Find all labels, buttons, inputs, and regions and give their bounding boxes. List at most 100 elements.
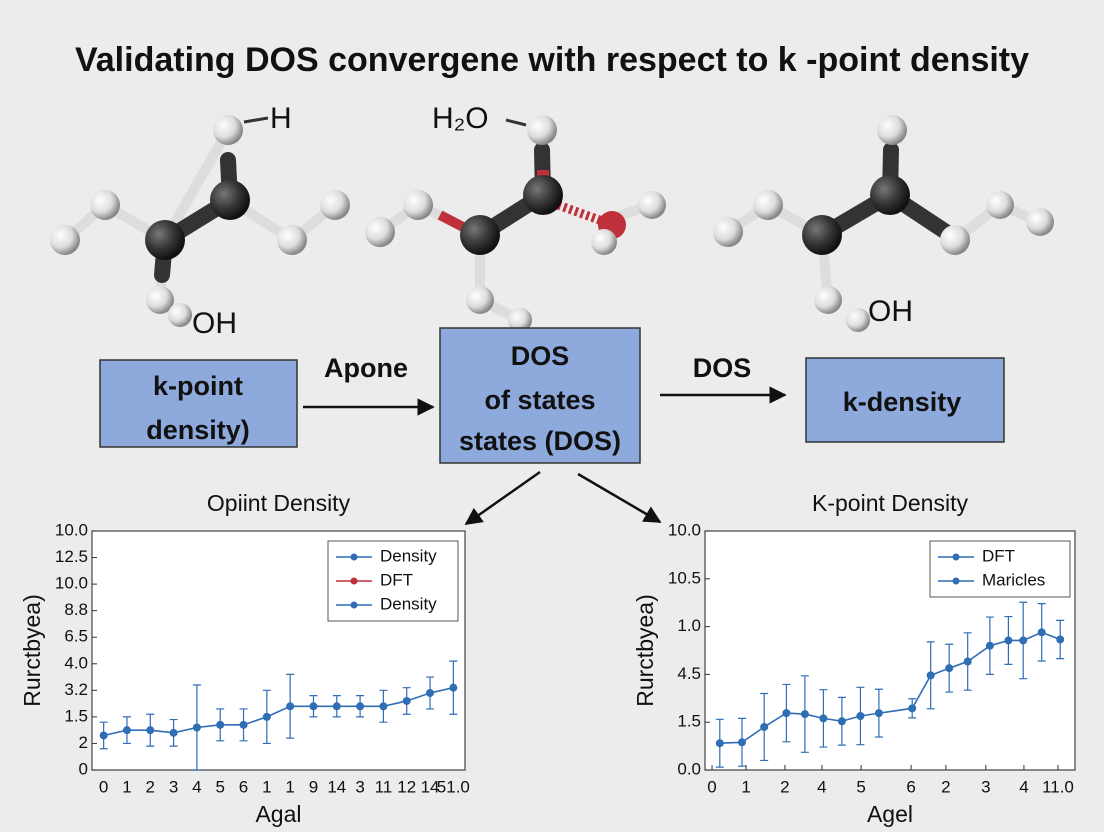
x-tick-label: 1 (741, 777, 750, 796)
molecule (50, 115, 350, 327)
legend-marker (350, 577, 358, 585)
x-tick-label: 14 (327, 777, 346, 796)
x-tick-label: 14 (421, 777, 440, 796)
x-tick-label: 1 (285, 777, 294, 796)
data-point (760, 722, 769, 731)
box-text: density) (146, 415, 250, 445)
x-tick-label: 3 (355, 777, 364, 796)
data-point (402, 696, 411, 705)
legend-marker (952, 577, 960, 585)
data-point (715, 739, 724, 748)
molecule (713, 115, 1054, 332)
y-tick-label: 2 (79, 733, 88, 752)
series-line (103, 686, 454, 737)
data-point (99, 731, 108, 740)
atom-label: H (270, 102, 292, 135)
x-tick-label: 1 (122, 777, 131, 796)
box-text: states (DOS) (459, 426, 621, 456)
legend-marker (952, 553, 960, 561)
y-axis-label: Rurctbyea) (632, 594, 658, 706)
data-point (782, 709, 791, 718)
y-tick-label: 10.0 (55, 520, 88, 539)
x-tick-label: 0 (707, 777, 716, 796)
x-tick-label: 2 (146, 777, 155, 796)
data-point (963, 657, 972, 666)
chart-title: Opiint Density (207, 490, 351, 516)
data-point (800, 710, 809, 719)
y-tick-label: 4.0 (64, 653, 88, 672)
x-tick-label: 2 (780, 777, 789, 796)
data-point (332, 702, 341, 711)
legend-label: DFT (982, 546, 1015, 565)
legend-box (929, 540, 1071, 598)
data-point (192, 723, 201, 732)
y-tick-label: 4.5 (677, 664, 701, 683)
y-tick-label: 1.0 (677, 616, 701, 635)
y-tick-label: 10.5 (668, 568, 701, 587)
atom-label: OH (192, 307, 237, 340)
data-point (146, 726, 155, 735)
x-tick-label: 5 (856, 777, 865, 796)
x-tick-label: 51.0 (437, 777, 470, 796)
data-point (874, 709, 883, 718)
data-point (908, 704, 917, 713)
legend-label: Density (380, 594, 437, 613)
data-point (449, 683, 458, 692)
data-point (856, 711, 865, 720)
data-point (1037, 628, 1046, 637)
box-text: k-point (153, 371, 243, 401)
y-tick-label: 0.0 (677, 759, 701, 778)
arrow-label: DOS (693, 353, 752, 383)
y-tick-label: 6.5 (64, 627, 88, 646)
data-point (738, 738, 746, 747)
legend-label: Maricles (982, 570, 1045, 589)
chart-title: K-point Density (812, 490, 968, 516)
data-point (1004, 636, 1013, 645)
data-point (356, 702, 365, 711)
legend-marker (350, 601, 358, 609)
data-point (926, 671, 935, 680)
x-tick-label: 11.0 (1042, 777, 1074, 796)
page-title: Validating DOS convergene with respect t… (75, 41, 1029, 79)
x-tick-label: 11 (375, 777, 393, 796)
y-tick-label: 12.5 (55, 547, 88, 566)
box (805, 357, 1005, 443)
data-point (379, 702, 388, 711)
x-tick-label: 2 (941, 777, 950, 796)
x-tick-label: 0 (99, 777, 108, 796)
x-tick-label: 3 (981, 777, 990, 796)
data-point (1056, 635, 1065, 644)
x-tick-label: 4 (192, 777, 201, 796)
y-tick-label: 1.5 (64, 706, 88, 725)
y-tick-label: 10.0 (668, 520, 701, 539)
x-axis-label: Agel (867, 801, 913, 827)
molecule (365, 115, 666, 332)
data-point (1019, 636, 1028, 645)
data-point (945, 664, 954, 673)
x-tick-label: 1 (262, 777, 271, 796)
data-point (262, 712, 271, 721)
box (99, 359, 298, 448)
arrow-label: Apone (324, 353, 408, 383)
x-tick-label: 3 (169, 777, 178, 796)
x-tick-label: 12 (397, 777, 416, 796)
data-point (239, 720, 248, 729)
box-text: DOS (511, 341, 570, 371)
data-point (985, 641, 994, 650)
data-point (426, 688, 435, 697)
y-tick-label: 0 (79, 759, 88, 778)
y-tick-label: 8.8 (64, 600, 88, 619)
y-tick-label: 1.5 (677, 712, 701, 731)
x-tick-label: 5 (215, 777, 224, 796)
arrow (464, 470, 541, 526)
box-text: k-density (843, 387, 962, 417)
x-tick-label: 6 (239, 777, 248, 796)
data-point (216, 720, 225, 729)
atom-label: OH (868, 295, 913, 328)
legend-label: Density (380, 546, 437, 565)
data-point (286, 702, 295, 711)
box-text: of states (484, 385, 595, 415)
x-tick-label: 4 (817, 777, 826, 796)
x-axis-label: Agal (255, 801, 301, 827)
